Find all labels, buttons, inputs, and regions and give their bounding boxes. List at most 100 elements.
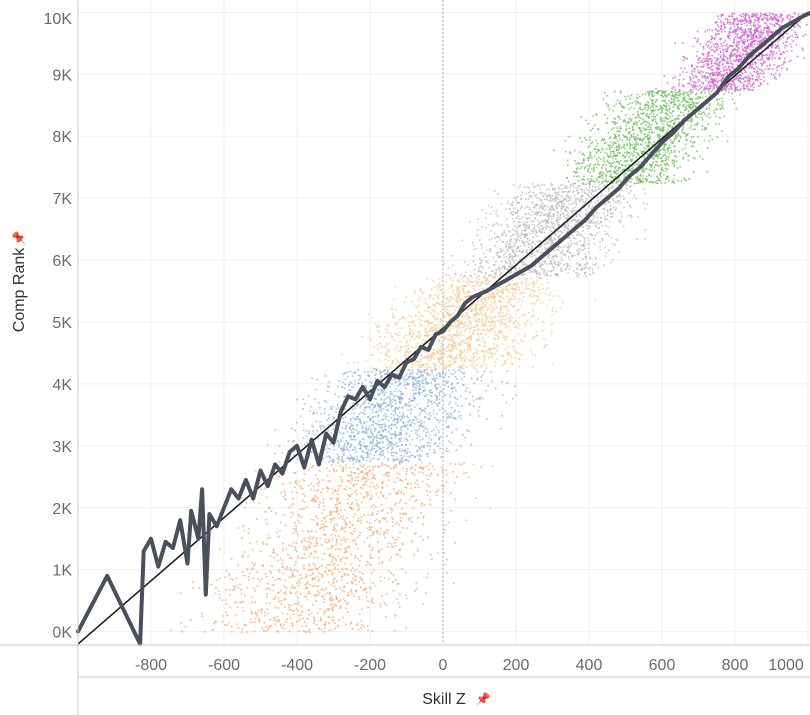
scatter-point xyxy=(395,492,397,494)
scatter-point xyxy=(516,212,518,214)
scatter-point xyxy=(450,414,453,416)
scatter-point xyxy=(438,339,440,341)
scatter-point xyxy=(397,445,400,447)
scatter-point xyxy=(484,342,486,344)
scatter-point xyxy=(580,244,582,247)
scatter-point xyxy=(502,394,504,396)
scatter-point xyxy=(561,202,563,204)
scatter-point xyxy=(399,348,402,351)
scatter-point xyxy=(466,337,469,339)
scatter-point xyxy=(299,578,301,580)
scatter-point xyxy=(476,379,478,381)
scatter-point xyxy=(300,605,303,608)
scatter-point xyxy=(490,371,492,373)
scatter-point xyxy=(429,374,431,377)
scatter-point xyxy=(415,387,417,389)
scatter-point xyxy=(494,365,496,367)
scatter-point xyxy=(424,395,427,398)
scatter-point xyxy=(411,471,413,474)
scatter-point xyxy=(505,401,508,404)
scatter-point xyxy=(342,448,345,450)
scatter-point xyxy=(486,327,488,330)
scatter-point xyxy=(375,428,377,431)
scatter-point xyxy=(544,226,547,228)
scatter-point xyxy=(221,599,224,601)
scatter-point xyxy=(353,428,355,430)
scatter-point xyxy=(343,488,346,490)
scatter-point xyxy=(528,283,531,286)
scatter-point xyxy=(582,249,584,251)
scatter-point xyxy=(330,407,332,410)
scatter-point xyxy=(341,478,343,481)
scatter-point xyxy=(291,573,294,575)
scatter-point xyxy=(552,198,554,201)
scatter-point xyxy=(318,402,320,404)
scatter-point xyxy=(228,575,230,577)
scatter-point xyxy=(310,568,312,571)
scatter-point xyxy=(386,532,389,534)
scatter-point xyxy=(461,352,464,354)
scatter-point xyxy=(266,608,268,611)
scatter-point xyxy=(437,353,440,356)
scatter-point xyxy=(466,357,468,359)
scatter-point xyxy=(516,352,519,354)
scatter-point xyxy=(322,501,325,504)
scatter-point xyxy=(382,423,384,426)
scatter-point xyxy=(332,428,334,431)
scatter-point xyxy=(410,454,412,457)
scatter-point xyxy=(422,467,424,470)
scatter-point xyxy=(413,399,415,401)
scatter-point xyxy=(509,329,511,331)
scatter-point xyxy=(404,502,407,505)
scatter-point xyxy=(313,619,315,621)
scatter-point xyxy=(341,539,343,541)
scatter-point xyxy=(445,366,448,368)
scatter-point xyxy=(318,453,320,456)
scatter-point xyxy=(349,506,351,509)
scatter-point xyxy=(345,623,347,626)
scatter-point xyxy=(409,376,411,378)
scatter-point xyxy=(587,247,590,250)
scatter-point xyxy=(484,340,486,343)
scatter-point xyxy=(431,371,433,374)
scatter-point xyxy=(436,405,439,407)
scatter-point xyxy=(519,293,522,295)
scatter-point xyxy=(507,354,509,356)
scatter-point xyxy=(367,466,369,468)
scatter-point xyxy=(589,184,591,187)
scatter-point xyxy=(433,353,435,355)
scatter-point xyxy=(563,245,566,247)
scatter-point xyxy=(408,460,410,462)
scatter-point xyxy=(388,441,391,443)
scatter-point xyxy=(425,363,428,365)
scatter-point xyxy=(391,398,394,401)
scatter-point xyxy=(546,278,549,280)
scatter-point xyxy=(377,324,379,327)
scatter-point xyxy=(447,314,450,316)
scatter-point xyxy=(531,223,534,226)
scatter-point xyxy=(454,541,456,544)
scatter-point xyxy=(330,595,333,598)
scatter-point xyxy=(303,537,306,540)
scatter-point xyxy=(573,219,575,221)
scatter-point xyxy=(354,407,357,410)
scatter-point xyxy=(421,380,424,383)
scatter-point xyxy=(410,424,413,427)
scatter-point xyxy=(523,295,525,298)
scatter-point xyxy=(418,425,421,427)
scatter-point xyxy=(518,239,521,242)
scatter-point xyxy=(573,216,575,219)
scatter-point xyxy=(436,474,439,477)
scatter-point xyxy=(426,402,429,405)
scatter-point xyxy=(331,607,334,610)
scatter-point xyxy=(400,454,402,457)
scatter-point xyxy=(377,414,380,417)
scatter-point xyxy=(374,422,377,425)
scatter-point xyxy=(360,522,362,524)
scatter-point xyxy=(391,367,393,369)
scatter-point xyxy=(594,190,596,192)
scatter-point xyxy=(543,338,545,340)
scatter-point xyxy=(467,348,470,351)
scatter-point xyxy=(411,356,413,358)
scatter-point xyxy=(390,454,393,457)
